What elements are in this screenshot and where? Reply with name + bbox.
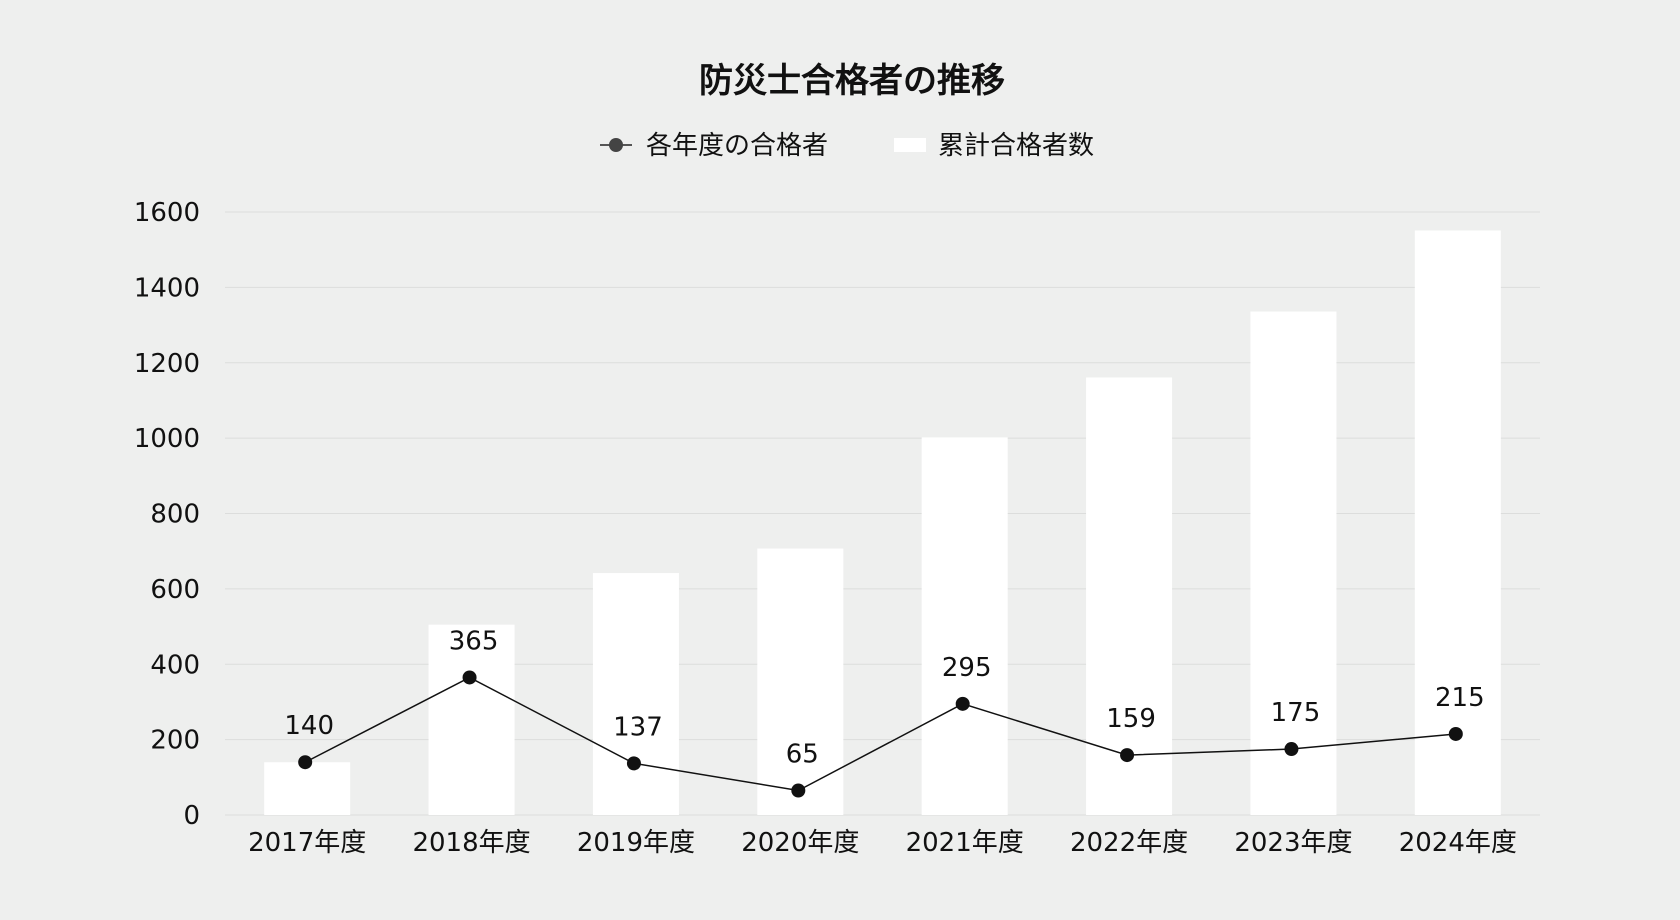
legend-label-bar: 累計合格者数 <box>938 131 1094 161</box>
grid <box>225 211 1540 816</box>
x-axis-ticks: 2017年度 2018年度 2019年度 2020年度 2021年度 2022年度 2023… <box>248 828 1517 858</box>
line-point <box>1120 748 1135 763</box>
y-tick-label: 1600 <box>134 198 200 228</box>
x-tick-label: 2017年度 <box>248 828 366 858</box>
x-tick-label: 2021年度 <box>906 828 1024 858</box>
legend-line-marker <box>609 138 623 152</box>
x-tick-label: 2020年度 <box>741 828 859 858</box>
bar <box>264 762 351 815</box>
x-tick-label: 2023年度 <box>1234 828 1352 858</box>
series-line <box>304 676 1456 792</box>
chart-title: 防災士合格者の推移 <box>699 61 1005 101</box>
data-label: 295 <box>942 653 992 683</box>
data-label: 365 <box>449 626 499 656</box>
line-point <box>462 670 477 685</box>
y-tick-label: 200 <box>150 726 200 756</box>
y-tick-label: 800 <box>150 500 200 530</box>
line-series <box>304 676 1456 792</box>
line-point <box>955 696 970 711</box>
line-points <box>298 670 1463 798</box>
y-axis-ticks: 0 200 400 600 800 1000 1200 1400 1600 <box>134 198 200 831</box>
data-label: 137 <box>613 712 663 742</box>
legend-label-line: 各年度の合格者 <box>646 131 828 161</box>
legend: 各年度の合格者 累計合格者数 <box>600 131 1094 161</box>
y-tick-label: 0 <box>183 801 200 831</box>
y-tick-label: 1200 <box>134 349 200 379</box>
bar <box>1086 377 1173 815</box>
data-label: 175 <box>1271 698 1321 728</box>
y-tick-label: 600 <box>150 575 200 605</box>
bar <box>1250 311 1337 815</box>
line-point <box>1448 726 1463 741</box>
y-tick-label: 400 <box>150 650 200 680</box>
x-tick-label: 2024年度 <box>1399 828 1517 858</box>
bars <box>264 230 1501 816</box>
bar <box>592 573 679 815</box>
bar <box>757 548 844 815</box>
data-label: 65 <box>786 740 819 770</box>
legend-item-bar: 累計合格者数 <box>894 131 1094 161</box>
data-label: 140 <box>284 711 334 741</box>
bar <box>428 624 515 815</box>
data-labels: 140 365 137 65 295 159 175 215 <box>284 626 1484 769</box>
legend-bar-swatch <box>894 138 926 152</box>
data-label: 215 <box>1435 683 1485 713</box>
data-label: 159 <box>1106 704 1156 734</box>
x-tick-label: 2022年度 <box>1070 828 1188 858</box>
y-tick-label: 1400 <box>134 273 200 303</box>
line-point <box>626 756 641 771</box>
bar <box>921 437 1008 815</box>
line-point <box>791 783 806 798</box>
x-tick-label: 2019年度 <box>577 828 695 858</box>
x-tick-label: 2018年度 <box>412 828 530 858</box>
y-tick-label: 1000 <box>134 424 200 454</box>
bar <box>1414 230 1501 816</box>
legend-item-line: 各年度の合格者 <box>600 131 828 161</box>
line-point <box>1284 742 1299 757</box>
line-point <box>298 755 313 770</box>
